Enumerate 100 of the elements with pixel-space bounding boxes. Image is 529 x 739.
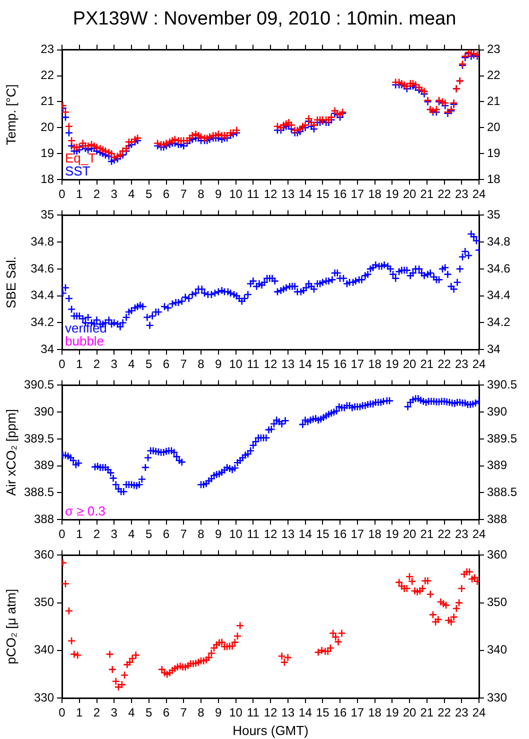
x-tick-label: 17	[350, 357, 364, 372]
x-tick-label: 20	[402, 357, 416, 372]
y-tick-label: 330	[34, 690, 54, 704]
x-tick-label: 13	[281, 357, 295, 372]
y-tick-label: 20	[40, 120, 54, 134]
x-tick-label: 17	[350, 187, 364, 202]
x-axis-title: Hours (GMT)	[232, 722, 308, 738]
y2-tick-label: 35	[487, 208, 501, 222]
x-tick-label: 18	[368, 706, 382, 720]
x-tick-label: 18	[368, 357, 382, 372]
y2-tick-label: 340	[487, 642, 508, 657]
y-axis-title: pCO₂ [μ atm]	[3, 588, 18, 664]
x-tick-label: 10	[229, 187, 243, 202]
x-tick-label: 6	[162, 706, 170, 720]
x-tick-label: 23	[454, 187, 469, 202]
x-tick-label: 16	[333, 187, 347, 202]
y2-tick-label: 389.5	[487, 431, 518, 446]
y-tick-label: 18	[40, 172, 54, 186]
x-tick-label: 21	[420, 706, 434, 720]
x-tick-label: 20	[402, 527, 416, 542]
x-tick-label: 15	[316, 357, 330, 372]
x-tick-label: 24	[472, 527, 486, 542]
x-tick-label: 0	[58, 527, 66, 542]
x-tick-label: 2	[93, 706, 100, 720]
x-tick-label: 24	[472, 187, 486, 202]
x-tick-label: 13	[281, 527, 295, 542]
y2-tick-label: 388	[487, 512, 508, 526]
x-tick-label: 15	[316, 706, 330, 720]
x-tick-label: 14	[298, 706, 312, 720]
x-tick-label: 7	[180, 706, 188, 720]
x-tick-label: 12	[264, 706, 278, 720]
y-tick-label: 34.2	[30, 315, 54, 330]
y2-tick-label: 390	[487, 404, 508, 418]
x-tick-label: 9	[215, 527, 222, 542]
x-tick-label: 8	[198, 527, 205, 542]
x-tick-label: 18	[368, 527, 382, 542]
y-axis-title: Air xCO₂ [ppm]	[3, 409, 18, 496]
y-axis-title: SBE Sal.	[3, 256, 18, 308]
y-tick-label: 22	[40, 68, 54, 82]
x-tick-label: 20	[402, 706, 416, 720]
x-tick-label: 1	[76, 357, 84, 372]
x-tick-label: 6	[162, 357, 170, 372]
x-tick-label: 16	[333, 357, 347, 372]
x-tick-label: 19	[385, 357, 400, 372]
x-tick-label: 2	[93, 357, 100, 372]
x-tick-label: 3	[110, 527, 118, 542]
y2-tick-label: 330	[487, 690, 508, 704]
x-tick-label: 5	[146, 706, 153, 720]
y2-tick-label: 389	[487, 458, 508, 472]
x-tick-label: 5	[146, 527, 153, 542]
x-tick-label: 14	[298, 527, 312, 542]
x-tick-label: 10	[229, 527, 243, 542]
x-tick-label: 22	[438, 187, 452, 202]
x-tick-label: 2	[93, 527, 100, 542]
x-tick-label: 1	[76, 187, 84, 202]
x-tick-label: 4	[128, 706, 136, 720]
x-tick-label: 10	[229, 357, 243, 372]
x-tick-label: 8	[198, 357, 205, 372]
y-tick-label: 34.4	[30, 288, 54, 302]
x-tick-label: 19	[385, 706, 400, 720]
series-label: Eq_T	[65, 150, 96, 166]
y2-tick-label: 34	[487, 342, 501, 356]
x-tick-label: 17	[350, 527, 364, 542]
x-tick-label: 14	[298, 187, 312, 202]
x-tick-label: 23	[454, 527, 469, 542]
x-tick-label: 23	[454, 357, 469, 372]
x-tick-label: 24	[472, 357, 486, 372]
x-tick-label: 16	[333, 527, 347, 542]
x-tick-label: 5	[146, 357, 153, 372]
x-tick-label: 19	[385, 187, 400, 202]
y-tick-label: 21	[40, 94, 54, 108]
y2-tick-label: 19	[487, 146, 501, 160]
x-tick-label: 12	[264, 357, 278, 372]
annotation: σ ≥ 0.3	[65, 504, 106, 519]
y2-tick-label: 350	[487, 595, 508, 610]
x-tick-label: 3	[110, 706, 118, 720]
x-tick-label: 13	[281, 706, 295, 720]
y-tick-label: 388.5	[24, 485, 54, 500]
x-tick-label: 8	[198, 187, 205, 202]
x-tick-label: 11	[246, 187, 260, 202]
x-tick-label: 21	[420, 187, 434, 202]
y2-tick-label: 34.6	[487, 261, 511, 276]
y2-tick-label: 18	[487, 172, 501, 186]
x-tick-label: 7	[180, 527, 188, 542]
y-tick-label: 350	[34, 595, 54, 610]
x-tick-label: 15	[316, 187, 330, 202]
x-tick-label: 22	[438, 527, 452, 542]
y2-tick-label: 360	[487, 548, 508, 562]
x-tick-label: 4	[128, 187, 136, 202]
x-tick-label: 14	[298, 357, 312, 372]
annotation: bubble	[65, 334, 104, 349]
y2-tick-label: 22	[487, 68, 501, 82]
x-tick-label: 7	[180, 187, 188, 202]
y2-tick-label: 390.5	[487, 378, 518, 392]
x-tick-label: 11	[246, 706, 260, 720]
y-tick-label: 389	[34, 458, 54, 472]
x-tick-label: 18	[368, 187, 382, 202]
x-tick-label: 23	[454, 706, 469, 720]
x-tick-label: 12	[264, 187, 278, 202]
y2-tick-label: 23	[487, 42, 501, 56]
